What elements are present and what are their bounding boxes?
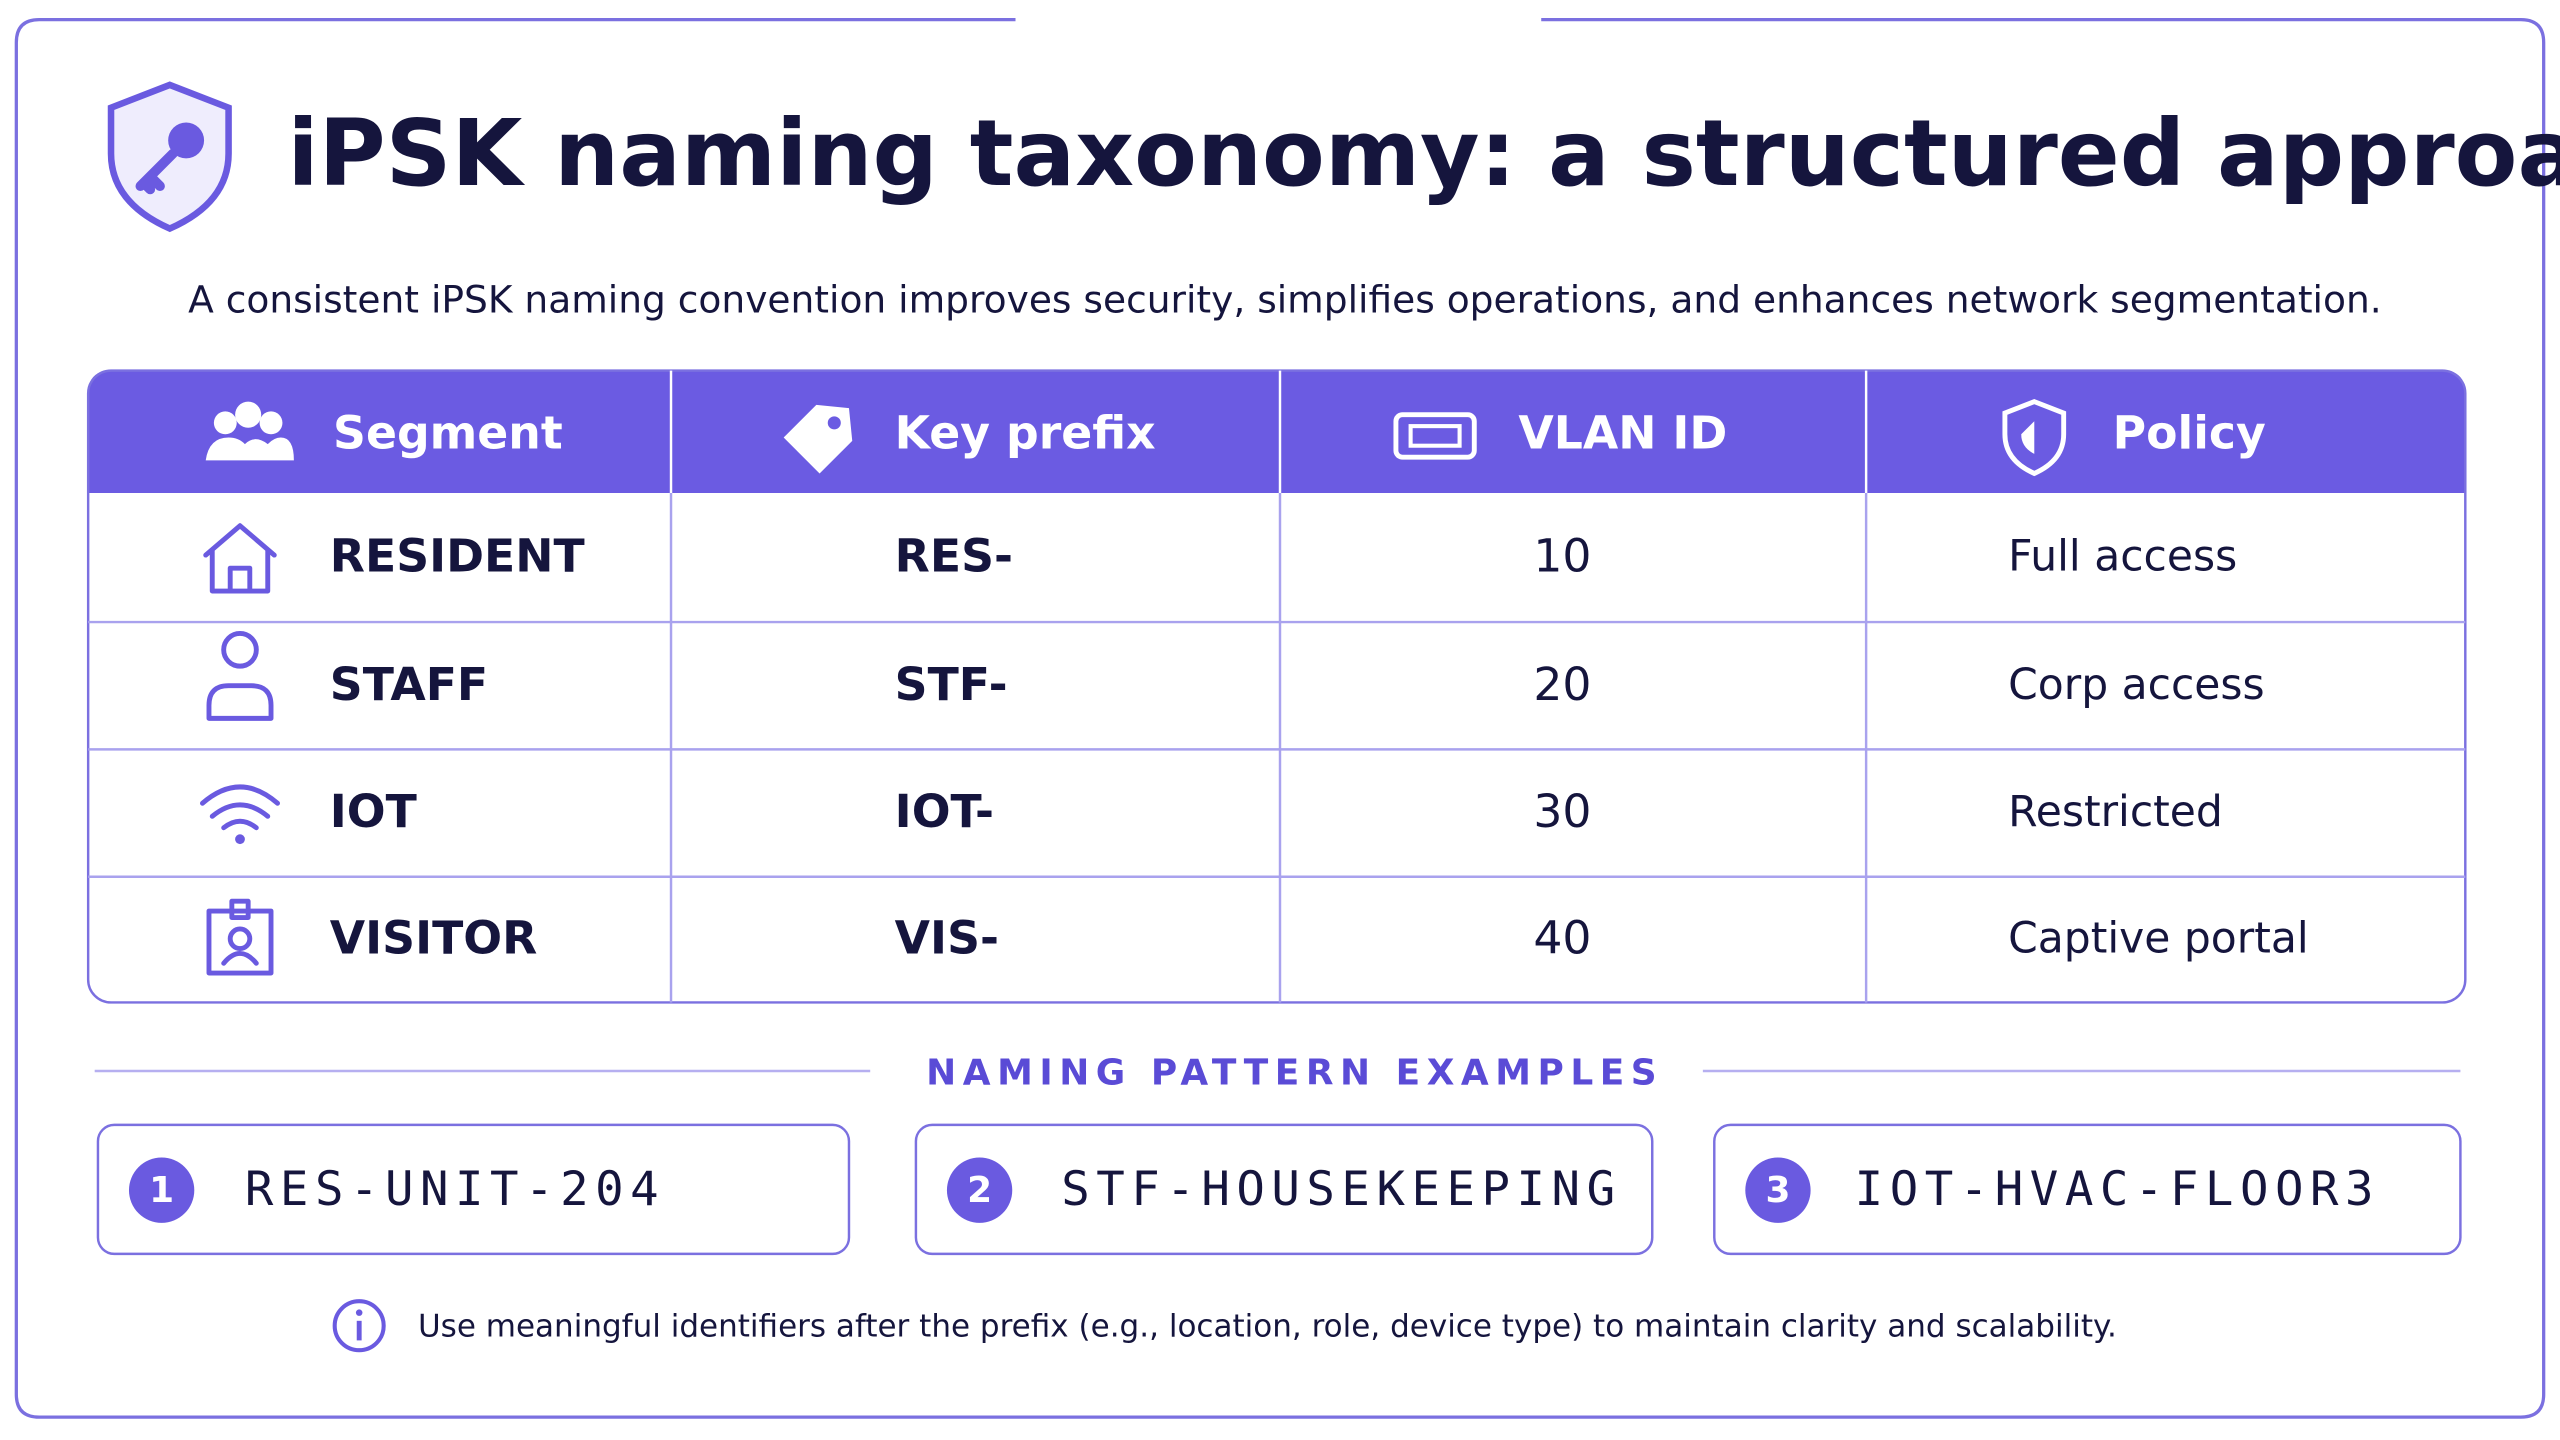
vlan-id: 40	[1533, 912, 1591, 965]
table-header-bg	[88, 370, 2466, 494]
example-number: 3	[1765, 1170, 1790, 1211]
vlan-id: 20	[1533, 658, 1591, 711]
shield-key-icon	[107, 81, 232, 233]
icon	[213, 411, 237, 435]
vlan-id: 30	[1533, 785, 1591, 838]
header-icons	[205, 399, 2067, 477]
icon	[1408, 424, 1462, 448]
policy: Corp access	[2008, 661, 2264, 710]
example-number: 1	[149, 1170, 174, 1211]
column-header: Key prefix	[895, 406, 1156, 459]
key-prefix: IOT-	[895, 785, 994, 838]
policy: Captive portal	[2008, 915, 2309, 964]
column-header: Segment	[333, 406, 563, 459]
icon	[2021, 421, 2035, 454]
row-icon	[206, 631, 274, 721]
row-icon	[235, 834, 245, 845]
policy: Restricted	[2008, 788, 2223, 837]
examples-heading: NAMING PATTERN EXAMPLES	[926, 1052, 1663, 1093]
key-prefix: STF-	[895, 658, 1008, 711]
segment-name: IOT	[330, 785, 417, 838]
example-badge	[128, 1157, 195, 1223]
icon	[259, 411, 283, 435]
example-text: STF-HOUSEKEEPING	[1061, 1162, 1621, 1217]
key-prefix: RES-	[895, 530, 1013, 583]
column-header: Policy	[2113, 406, 2266, 459]
policy: Full access	[2008, 533, 2237, 582]
example-card	[1713, 1123, 2462, 1256]
segment-name: STAFF	[330, 658, 488, 711]
vlan-id: 10	[1533, 530, 1591, 583]
row-icon	[203, 523, 277, 594]
example-text: RES-UNIT-204	[245, 1162, 665, 1217]
key-prefix: VIS-	[895, 912, 999, 965]
segment-name: RESIDENT	[330, 530, 585, 583]
example-badge	[946, 1157, 1013, 1223]
icon	[2002, 399, 2067, 477]
info-icon	[332, 1299, 386, 1353]
example-card	[914, 1123, 1654, 1256]
icon	[827, 416, 841, 430]
column-header: VLAN ID	[1518, 406, 1727, 459]
example-badge	[1745, 1157, 1811, 1223]
icon	[1393, 412, 1477, 460]
segment-name: VISITOR	[330, 912, 538, 965]
row-icon	[206, 898, 274, 976]
table-border	[86, 369, 2467, 1004]
note: Use meaningful identifiers after the pre…	[418, 1308, 2117, 1344]
row-icon	[200, 784, 280, 831]
frame	[14, 17, 2546, 1419]
icon	[235, 401, 262, 428]
icon	[205, 437, 294, 461]
subtitle: A consistent iPSK naming convention impr…	[188, 278, 2382, 322]
example-text: IOT-HVAC-FLOOR3	[1855, 1162, 2380, 1217]
title: iPSK naming taxonomy: a structured appro…	[287, 100, 2560, 207]
example-card	[96, 1123, 851, 1256]
example-number: 2	[967, 1170, 992, 1211]
